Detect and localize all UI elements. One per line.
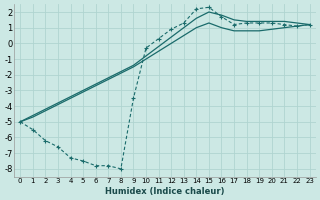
X-axis label: Humidex (Indice chaleur): Humidex (Indice chaleur) — [105, 187, 225, 196]
